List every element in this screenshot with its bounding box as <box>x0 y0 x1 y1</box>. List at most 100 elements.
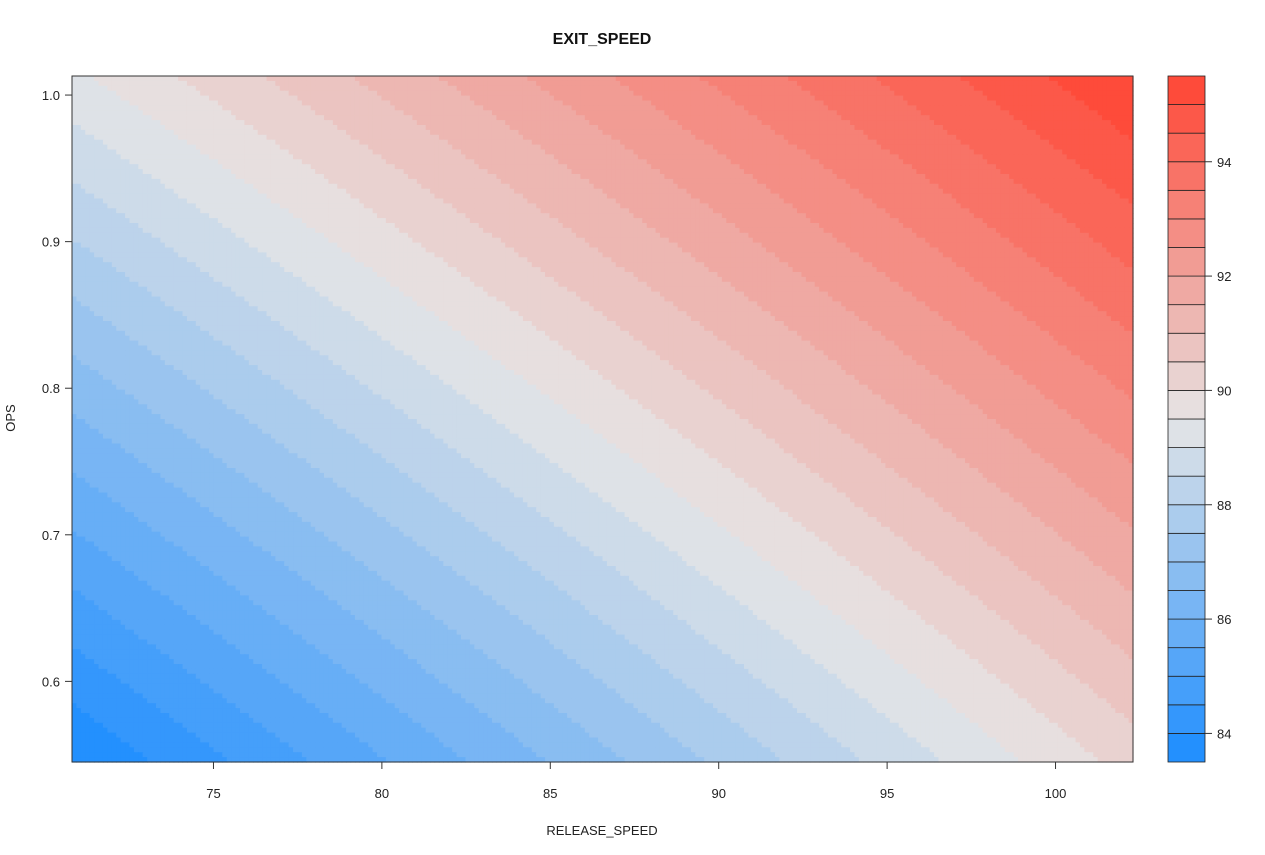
contour-cell <box>258 105 263 111</box>
contour-cell <box>271 159 276 165</box>
contour-cell <box>598 120 603 126</box>
contour-cell <box>899 164 904 170</box>
contour-cell <box>828 120 833 126</box>
contour-cell <box>961 164 966 170</box>
contour-cell <box>784 130 789 136</box>
contour-cell <box>395 91 400 97</box>
contour-cell <box>293 174 298 180</box>
contour-cell <box>541 145 546 151</box>
contour-cell <box>1062 105 1067 111</box>
contour-cell <box>558 120 563 126</box>
contour-cell <box>837 110 842 116</box>
contour-cell <box>483 81 488 87</box>
contour-cell <box>218 120 223 126</box>
contour-cell <box>527 159 532 165</box>
contour-cell <box>324 154 329 160</box>
contour-cell <box>448 130 453 136</box>
contour-cell <box>832 140 837 146</box>
contour-cell <box>373 115 378 121</box>
contour-cell <box>99 115 104 121</box>
contour-cell <box>598 174 603 180</box>
contour-cell <box>90 140 95 146</box>
contour-cell <box>152 76 157 82</box>
contour-cell <box>519 125 524 131</box>
contour-cell <box>488 135 493 141</box>
contour-cell <box>731 130 736 136</box>
contour-cell <box>660 101 665 107</box>
contour-cell <box>1111 159 1116 165</box>
contour-cell <box>328 174 333 180</box>
contour-cell <box>841 91 846 97</box>
contour-cell <box>417 174 422 180</box>
contour-cell <box>819 115 824 121</box>
contour-cell <box>868 96 873 102</box>
contour-cell <box>934 130 939 136</box>
contour-cell <box>390 140 395 146</box>
contour-cell <box>116 120 121 126</box>
contour-cell <box>103 135 108 141</box>
contour-cell <box>1031 76 1036 82</box>
contour-cell <box>934 105 939 111</box>
contour-cell <box>1124 115 1129 121</box>
contour-cell <box>921 150 926 156</box>
contour-cell <box>218 169 223 175</box>
contour-cell <box>877 105 882 111</box>
contour-cell <box>244 120 249 126</box>
contour-cell <box>824 115 829 121</box>
contour-cell <box>603 101 608 107</box>
contour-cell <box>731 115 736 121</box>
contour-cell <box>399 96 404 102</box>
contour-cell <box>965 81 970 87</box>
contour-cell <box>567 81 572 87</box>
contour-cell <box>797 105 802 111</box>
contour-cell <box>766 125 771 131</box>
contour-cell <box>519 140 524 146</box>
contour-cell <box>1089 159 1094 165</box>
contour-cell <box>262 101 267 107</box>
contour-cell <box>859 135 864 141</box>
contour-cell <box>112 140 117 146</box>
contour-cell <box>766 110 771 116</box>
contour-cell <box>169 86 174 92</box>
contour-cell <box>1040 140 1045 146</box>
contour-cell <box>267 86 272 92</box>
contour-cell <box>947 76 952 82</box>
contour-cell <box>76 154 81 160</box>
contour-cell <box>443 120 448 126</box>
contour-cell <box>72 135 77 141</box>
contour-cell <box>868 81 873 87</box>
contour-cell <box>448 135 453 141</box>
contour-cell <box>386 110 391 116</box>
plot-area <box>72 76 1134 763</box>
contour-cell <box>430 120 435 126</box>
contour-cell <box>94 76 99 82</box>
contour-cell <box>1000 101 1005 107</box>
contour-cell <box>1089 169 1094 175</box>
contour-cell <box>921 76 926 82</box>
contour-cell <box>209 174 214 180</box>
contour-cell <box>987 150 992 156</box>
contour-cell <box>187 135 192 141</box>
contour-cell <box>284 140 289 146</box>
contour-cell <box>824 164 829 170</box>
contour-cell <box>1018 169 1023 175</box>
contour-cell <box>1098 154 1103 160</box>
contour-cell <box>735 110 740 116</box>
contour-cell <box>112 174 117 180</box>
contour-cell <box>156 130 161 136</box>
contour-cell <box>134 135 139 141</box>
contour-cell <box>452 105 457 111</box>
contour-cell <box>956 169 961 175</box>
contour-cell <box>1076 91 1081 97</box>
contour-cell <box>965 135 970 141</box>
contour-cell <box>996 81 1001 87</box>
contour-cell <box>1027 115 1032 121</box>
contour-cell <box>112 96 117 102</box>
contour-cell <box>735 125 740 131</box>
contour-cell <box>143 169 148 175</box>
contour-cell <box>218 159 223 165</box>
contour-cell <box>390 81 395 87</box>
contour-cell <box>673 135 678 141</box>
contour-cell <box>169 164 174 170</box>
contour-cell <box>890 120 895 126</box>
